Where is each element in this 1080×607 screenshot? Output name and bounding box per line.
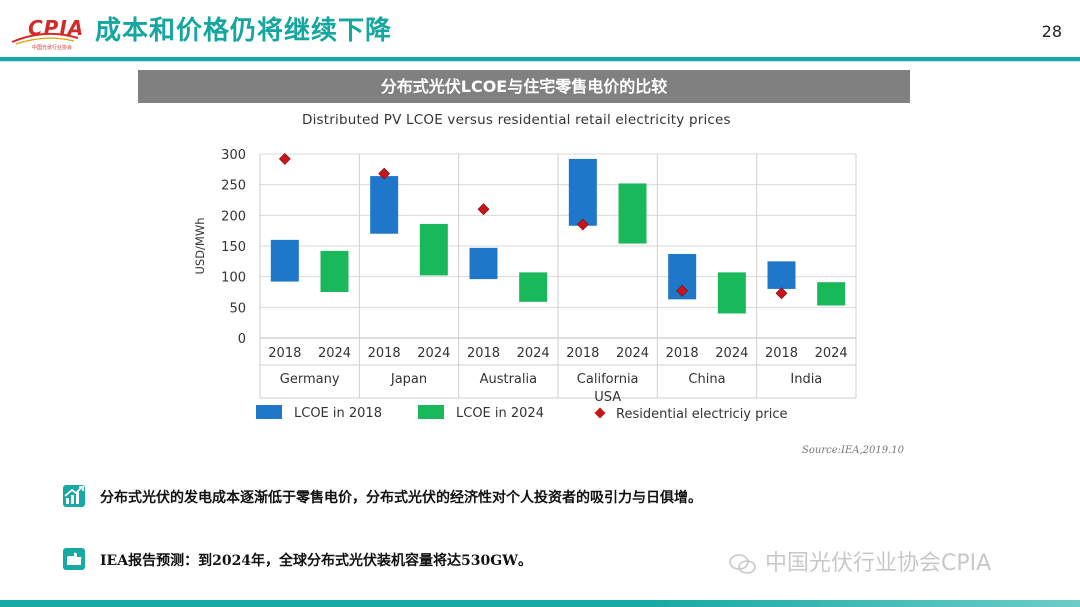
price-marker <box>775 287 788 300</box>
legend-swatch-lcoe-2018 <box>256 405 282 419</box>
x-tick-label-year: 2024 <box>517 346 550 361</box>
figure-banner-title: 分布式光伏LCOE与住宅零售电价的比较 <box>138 70 910 103</box>
x-tick-label-year: 2024 <box>715 346 748 361</box>
header-divider-thin <box>0 61 1080 62</box>
hand-icon <box>63 548 85 570</box>
legend-label: LCOE in 2024 <box>456 406 544 421</box>
bar-lcoe-2018 <box>469 247 498 280</box>
logo-subtext: 中国光伏行业协会 <box>32 45 73 51</box>
page-number: 28 <box>1041 22 1062 41</box>
y-tick-label: 200 <box>221 209 246 224</box>
price-marker <box>576 218 589 231</box>
logo-text: CPIA <box>28 16 85 40</box>
bar-lcoe-2024 <box>817 282 846 306</box>
x-group-label: USA <box>594 390 621 405</box>
legend-label: Residential electriciy price <box>616 407 788 422</box>
x-tick-label-year: 2018 <box>467 346 500 361</box>
x-tick-label-year: 2018 <box>268 346 301 361</box>
x-tick-label-year: 2024 <box>417 346 450 361</box>
header-divider <box>0 57 1080 61</box>
logo-swoosh-icon <box>11 32 79 45</box>
bar-lcoe-2024 <box>320 250 349 292</box>
cpia-logo: CPIA 中国光伏行业协会 <box>10 8 83 51</box>
bar-lcoe-2018 <box>568 158 597 226</box>
x-group-label: Australia <box>480 372 538 387</box>
x-group-label: Germany <box>280 372 340 387</box>
bar-lcoe-2024 <box>717 272 746 314</box>
chart-growth-icon <box>63 485 85 507</box>
slide-title: 成本和价格仍将继续下降 <box>95 16 393 46</box>
chart-title: Distributed PV LCOE versus residential r… <box>302 112 731 128</box>
y-tick-label: 0 <box>238 332 246 347</box>
price-marker <box>676 284 689 297</box>
x-group-label: California <box>577 372 639 387</box>
x-tick-label-year: 2024 <box>616 346 649 361</box>
bar-lcoe-2024 <box>519 272 548 302</box>
wechat-icon <box>729 554 756 574</box>
slide-header: CPIA 中国光伏行业协会 成本和价格仍将继续下降 28 <box>0 0 1080 58</box>
bar-lcoe-2018 <box>370 176 399 234</box>
bullet-text-2: IEA报告预测：到2024年，全球分布式光伏装机容量将达530GW。 <box>100 553 532 569</box>
price-marker <box>278 152 291 165</box>
footer-divider <box>0 600 1080 607</box>
bar-lcoe-2024 <box>419 223 448 276</box>
x-tick-label-year: 2018 <box>666 346 699 361</box>
bullet-text-1: 分布式光伏的发电成本逐渐低于零售电价，分布式光伏的经济性对个人投资者的吸引力与日… <box>100 490 702 506</box>
chart-figure: 分布式光伏LCOE与住宅零售电价的比较 Distributed PV LCOE … <box>138 70 910 458</box>
price-marker <box>378 167 391 180</box>
x-group-label: India <box>790 372 822 387</box>
legend-swatch-price <box>594 407 606 419</box>
x-group-label: Japan <box>390 372 427 387</box>
x-tick-label-year: 2024 <box>815 346 848 361</box>
y-axis-label: USD/MWh <box>193 217 207 274</box>
price-marker <box>477 203 490 216</box>
bar-lcoe-2018 <box>767 261 796 289</box>
x-tick-label-year: 2024 <box>318 346 351 361</box>
chart-svg: 0 50 100 150 200 250 300 USD/MWh 2018 2024 Germany… <box>193 148 857 422</box>
x-tick-label-year: 2018 <box>765 346 798 361</box>
x-group-label: China <box>688 372 725 387</box>
watermark-text: 中国光伏行业协会CPIA <box>765 551 992 576</box>
y-tick-label: 300 <box>221 148 246 163</box>
y-tick-label: 150 <box>221 240 246 255</box>
x-tick-label-year: 2018 <box>566 346 599 361</box>
legend-swatch-lcoe-2024 <box>418 405 444 419</box>
y-tick-label: 50 <box>229 301 246 316</box>
source-note: Source:IEA,2019.10 <box>802 445 904 456</box>
legend-label: LCOE in 2018 <box>294 406 382 421</box>
watermark: 中国光伏行业协会CPIA <box>728 545 991 577</box>
bar-lcoe-2018 <box>270 239 299 282</box>
y-tick-label: 250 <box>221 179 246 194</box>
x-tick-label-year: 2018 <box>368 346 401 361</box>
y-tick-label: 100 <box>221 271 246 286</box>
bar-lcoe-2024 <box>618 183 647 244</box>
